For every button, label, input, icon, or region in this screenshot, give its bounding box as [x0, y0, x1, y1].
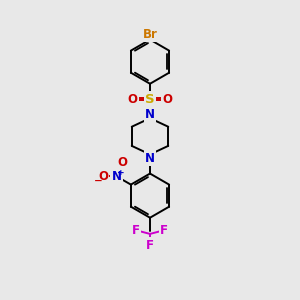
Text: F: F — [146, 238, 154, 252]
Text: O: O — [162, 93, 172, 106]
Text: O: O — [117, 156, 127, 169]
Text: O: O — [128, 93, 138, 106]
Text: Br: Br — [142, 28, 158, 41]
Text: F: F — [160, 224, 168, 238]
Text: F: F — [132, 224, 140, 238]
Text: −: − — [94, 176, 103, 186]
Text: +: + — [117, 168, 124, 177]
Text: N: N — [145, 108, 155, 121]
Text: N: N — [112, 170, 122, 183]
Text: N: N — [145, 152, 155, 165]
Text: S: S — [145, 93, 155, 106]
Text: O: O — [98, 170, 108, 183]
